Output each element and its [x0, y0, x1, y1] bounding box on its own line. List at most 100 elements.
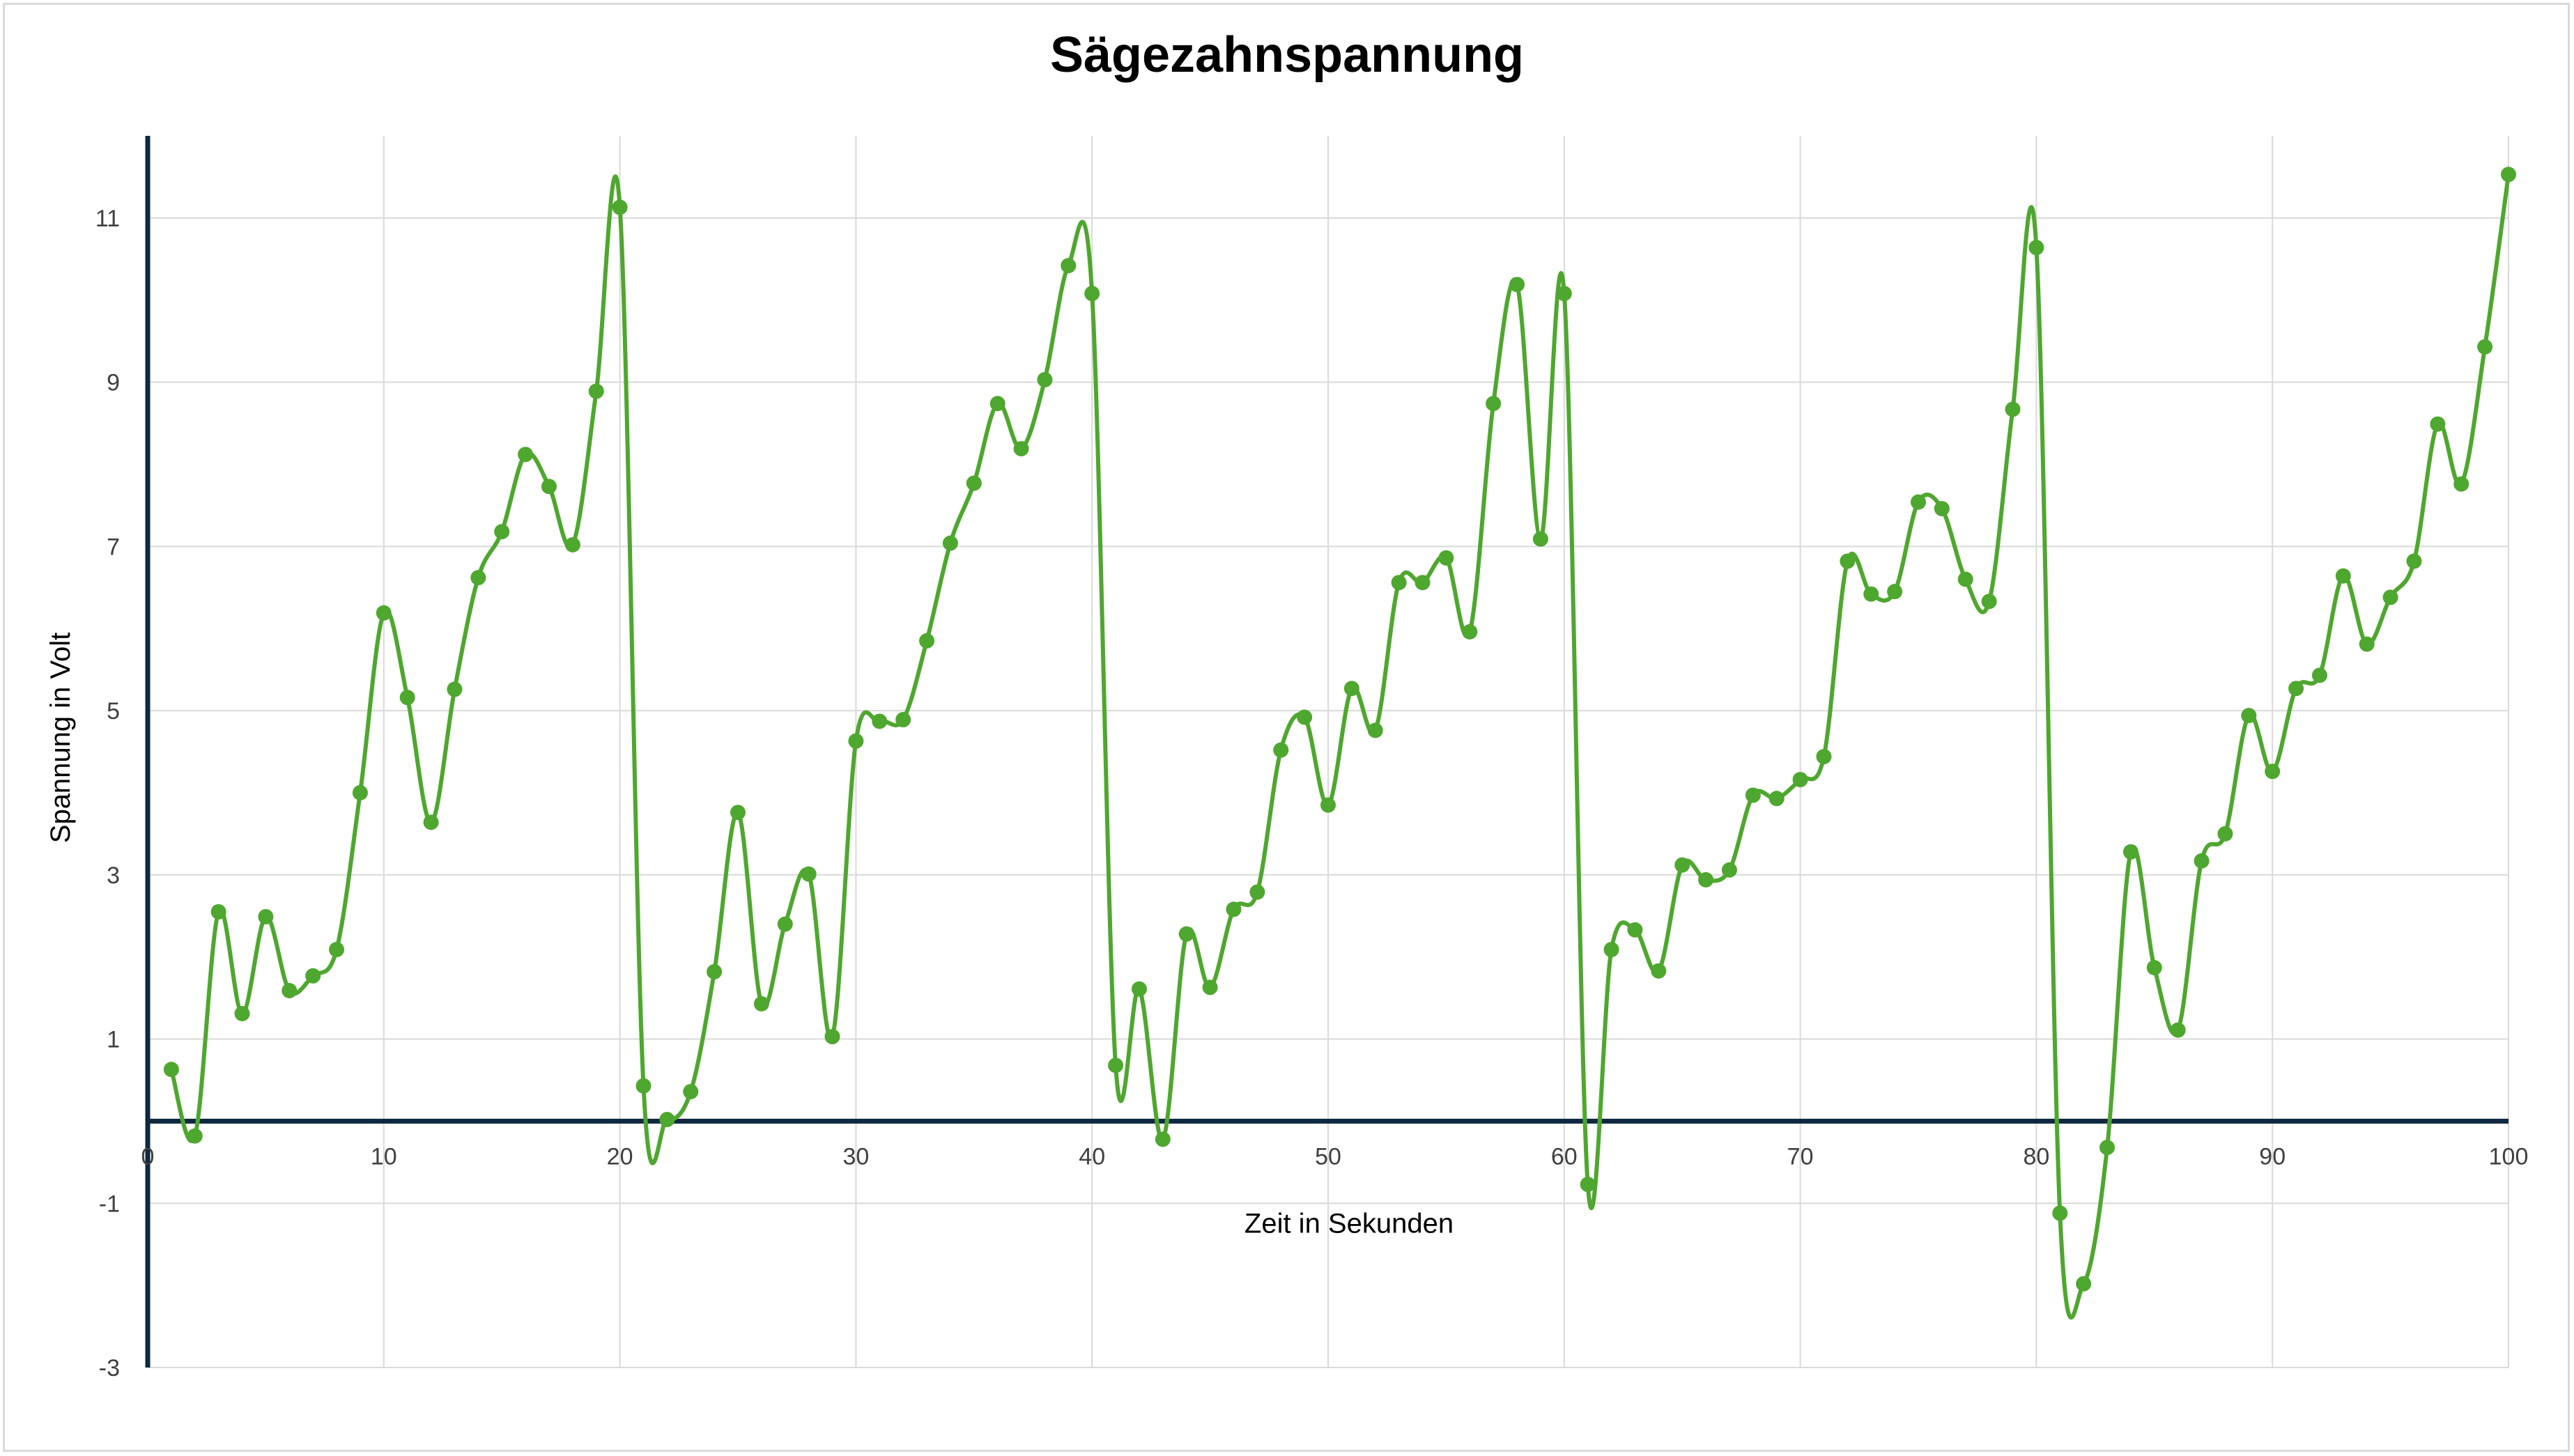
data-point: [872, 713, 888, 729]
data-point: [1816, 749, 1832, 765]
vertical-gridlines: [383, 136, 2509, 1368]
y-tick-label: -1: [99, 1191, 120, 1217]
y-tick-labels: -3 -1 1 3 5 7 9 11: [95, 206, 120, 1381]
data-point: [1887, 584, 1903, 600]
data-point: [989, 396, 1005, 412]
data-point: [2359, 636, 2375, 652]
y-tick-label: 5: [107, 698, 120, 725]
data-point: [564, 536, 580, 552]
data-point: [1863, 586, 1879, 602]
data-point: [1013, 441, 1029, 457]
x-tick-label: 80: [2023, 1143, 2049, 1170]
y-tick-label: 1: [107, 1027, 120, 1053]
data-point: [1840, 553, 1856, 569]
data-point: [187, 1128, 203, 1144]
data-point: [2406, 553, 2422, 569]
data-point: [2265, 764, 2281, 780]
data-point: [2311, 667, 2327, 683]
data-point: [1415, 575, 1431, 591]
chart-title: Sägezahnspannung: [1049, 27, 1525, 83]
data-point: [2288, 681, 2304, 697]
data-point: [2335, 568, 2351, 584]
data-point: [470, 570, 486, 586]
data-point: [1367, 722, 1383, 738]
data-point: [2453, 476, 2469, 492]
data-point: [2430, 416, 2446, 432]
data-point: [801, 866, 817, 882]
data-point: [2501, 166, 2516, 183]
data-point: [895, 712, 911, 728]
series-line: [169, 173, 2511, 1320]
x-tick-label: 20: [607, 1143, 633, 1170]
x-tick-label: 90: [2259, 1143, 2286, 1170]
data-point: [1768, 791, 1785, 807]
x-axis-title: Zeit in Sekunden: [1244, 1208, 1454, 1239]
data-point: [730, 805, 746, 821]
data-point: [1934, 501, 1950, 517]
data-point: [753, 996, 769, 1012]
data-point: [447, 681, 463, 697]
data-point: [2217, 826, 2233, 842]
data-point: [163, 1062, 179, 1078]
data-point: [2005, 401, 2021, 417]
data-point: [1131, 981, 1147, 997]
data-point: [1202, 979, 1218, 996]
data-point: [612, 199, 628, 215]
data-point: [1249, 884, 1265, 900]
y-tick-label: 11: [95, 206, 120, 232]
data-point: [541, 479, 557, 495]
data-point: [1580, 1177, 1596, 1193]
data-point: [1651, 963, 1667, 979]
data-point: [635, 1078, 652, 1094]
x-tick-label: 10: [371, 1143, 397, 1170]
data-point: [329, 942, 345, 958]
data-point: [966, 475, 982, 491]
data-point: [2146, 959, 2162, 975]
data-point: [234, 1005, 250, 1021]
x-tick-label: 40: [1079, 1143, 1105, 1170]
data-point: [1981, 594, 1997, 610]
data-point: [1603, 942, 1619, 958]
data-point: [1462, 624, 1478, 640]
data-point: [2241, 708, 2257, 724]
series-layer: [163, 166, 2516, 1320]
data-point: [1486, 396, 1502, 412]
data-point: [352, 784, 368, 800]
data-point: [1911, 494, 1926, 510]
data-point: [1532, 531, 1548, 547]
data-point: [1556, 286, 1572, 302]
data-point: [399, 690, 415, 706]
data-point: [1721, 862, 1737, 878]
data-point: [1957, 571, 1973, 587]
data-point: [258, 908, 274, 924]
data-point: [2122, 844, 2138, 860]
data-point: [1108, 1058, 1124, 1074]
data-point: [2194, 853, 2210, 869]
data-point: [1792, 772, 1808, 788]
data-point: [423, 814, 439, 830]
data-point: [777, 916, 793, 932]
data-point: [1178, 926, 1194, 942]
data-point: [659, 1112, 675, 1128]
y-tick-label: -3: [99, 1355, 120, 1381]
data-point: [588, 383, 604, 399]
data-point: [210, 904, 226, 920]
data-point: [1627, 922, 1643, 938]
data-point: [1155, 1131, 1171, 1147]
x-tick-label: 30: [842, 1143, 869, 1170]
data-point: [1037, 372, 1053, 388]
data-point: [707, 963, 723, 979]
data-point: [1061, 258, 1077, 274]
x-tick-label: 60: [1551, 1143, 1578, 1170]
data-point: [2477, 339, 2493, 355]
data-point: [848, 733, 864, 749]
data-point: [2028, 240, 2044, 256]
data-point: [942, 535, 958, 551]
data-point: [1320, 797, 1336, 813]
data-point: [494, 524, 510, 540]
data-point: [305, 968, 321, 984]
data-point: [1674, 857, 1690, 873]
data-point: [1698, 872, 1714, 888]
data-point: [2170, 1022, 2186, 1038]
data-point: [1297, 709, 1313, 725]
